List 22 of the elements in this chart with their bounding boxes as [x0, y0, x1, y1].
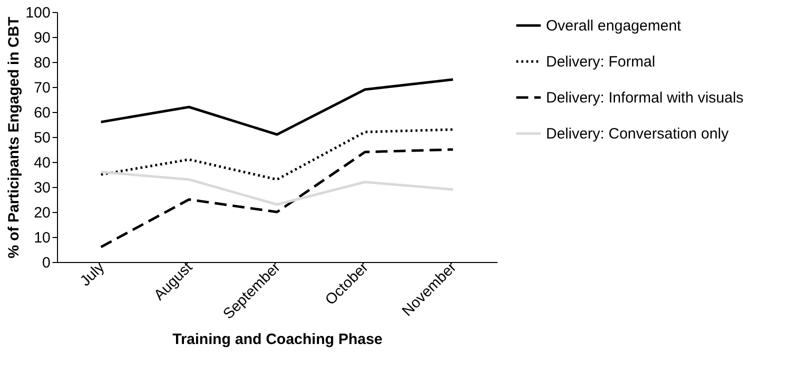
- legend-label: Overall engagement: [546, 18, 682, 34]
- legend-label: Delivery: Conversation only: [546, 126, 730, 142]
- y-tick-label: 100: [25, 4, 50, 22]
- y-tick-label: 60: [34, 104, 50, 122]
- y-tick-label: 90: [34, 30, 50, 46]
- x-axis-title: Training and Coaching Phase: [172, 331, 383, 348]
- y-axis-title: % of Participants Engaged in CBT: [5, 16, 22, 258]
- line-series: [100, 148, 454, 248]
- y-tick-label: 50: [34, 130, 50, 146]
- y-tick-label: 70: [34, 80, 50, 96]
- y-tick-label: 80: [34, 54, 50, 72]
- line-series: [100, 128, 454, 181]
- legend-label: Delivery: Informal with visuals: [546, 90, 744, 106]
- y-tick-label: 0: [42, 254, 50, 272]
- y-tick-label: 20: [34, 204, 50, 222]
- line-series: [100, 78, 454, 136]
- y-tick-label: 10: [34, 230, 50, 246]
- y-tick-label: 40: [34, 154, 50, 172]
- line-series: [100, 170, 454, 206]
- y-tick-label: 30: [34, 180, 50, 196]
- legend-label: Delivery: Formal: [546, 54, 656, 70]
- x-tick-label: July: [76, 258, 108, 290]
